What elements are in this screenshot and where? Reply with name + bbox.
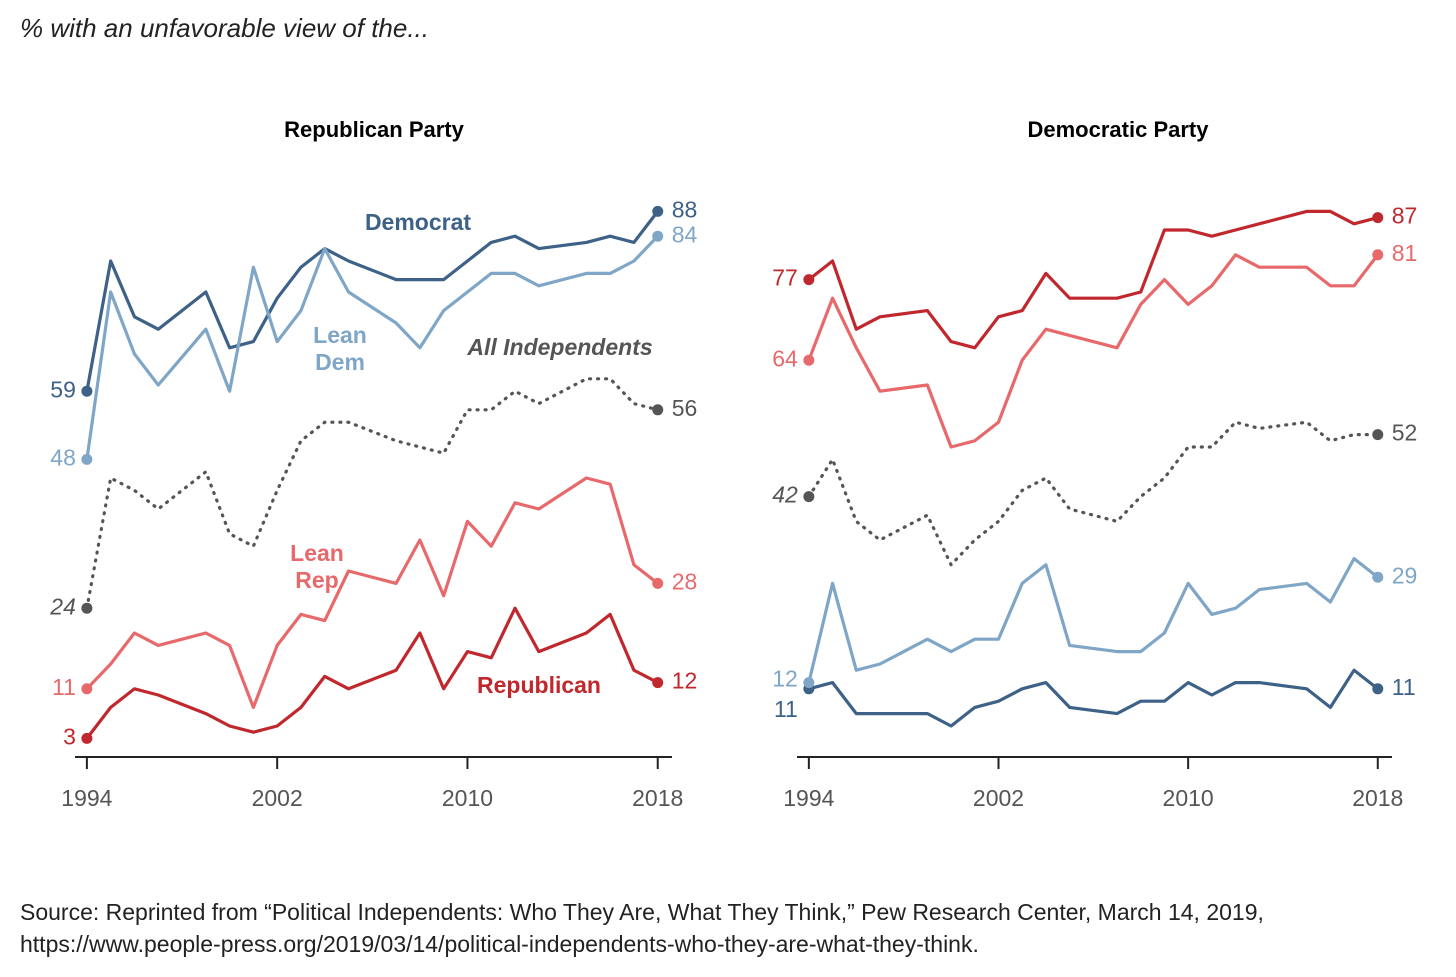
x-tick-label: 2002 [252, 785, 303, 811]
x-tick-label: 2018 [1352, 785, 1403, 811]
end-point [1372, 249, 1384, 261]
end-point [81, 385, 93, 397]
end-label: 11 [52, 674, 76, 700]
series-label: Republican [477, 672, 601, 698]
end-point [81, 683, 93, 695]
end-label: 88 [672, 196, 698, 222]
x-tick-label: 2018 [632, 785, 683, 811]
series-label: Lean Rep [290, 540, 344, 593]
end-point [652, 230, 664, 242]
page-title: % with an unfavorable view of the... [20, 13, 429, 43]
panel-title: Democratic Party [1028, 117, 1210, 142]
series-line [807, 420, 1380, 567]
series-line [807, 253, 1380, 449]
series-label: All Independents [467, 334, 653, 360]
end-point [803, 274, 815, 286]
end-point [81, 602, 93, 614]
end-label: 52 [1392, 420, 1418, 446]
series-line [85, 476, 659, 709]
x-tick-label: 2010 [442, 785, 493, 811]
series-label: Lean Dem [313, 322, 367, 375]
source-line: https://www.people-press.org/2019/03/14/… [20, 931, 979, 957]
x-tick-label: 1994 [783, 785, 834, 811]
end-label: 59 [50, 376, 76, 402]
end-label: 64 [772, 345, 798, 371]
end-label: 42 [772, 482, 798, 508]
end-point [1372, 571, 1384, 583]
end-point [652, 577, 664, 589]
end-point [803, 677, 815, 689]
series-line [807, 209, 1379, 350]
x-tick-label: 2002 [973, 785, 1024, 811]
source-line: Source: Reprinted from “Political Indepe… [20, 899, 1264, 925]
end-label: 24 [49, 593, 76, 619]
x-tick-label: 1994 [61, 785, 112, 811]
end-point [81, 453, 93, 465]
end-point [81, 732, 93, 744]
series-line [85, 377, 660, 610]
series-line [807, 557, 1379, 683]
end-point [652, 677, 664, 689]
series-label: Democrat [364, 209, 472, 235]
end-label: 81 [1392, 240, 1418, 266]
end-label: 29 [1392, 562, 1418, 588]
end-point [1372, 429, 1384, 441]
panel-title: Republican Party [284, 117, 464, 142]
x-tick-label: 2010 [1163, 785, 1214, 811]
end-point [652, 404, 664, 416]
series-line [85, 235, 659, 460]
end-label: 3 [63, 723, 76, 749]
end-point [803, 354, 815, 366]
series-line [85, 210, 659, 392]
end-point [803, 491, 815, 503]
end-point [652, 205, 664, 217]
end-label: 11 [774, 696, 798, 722]
end-point [1372, 212, 1384, 224]
end-label: 84 [672, 221, 698, 247]
end-label: 28 [672, 568, 698, 594]
end-label: 77 [772, 265, 798, 291]
end-label: 48 [50, 444, 76, 470]
series-line [808, 668, 1379, 728]
end-label: 87 [1392, 203, 1418, 229]
end-label: 11 [1392, 674, 1416, 700]
end-label: 12 [672, 668, 698, 694]
end-label: 56 [672, 395, 698, 421]
end-label: 12 [772, 666, 798, 692]
end-point [1372, 683, 1384, 695]
series-line [85, 606, 659, 740]
